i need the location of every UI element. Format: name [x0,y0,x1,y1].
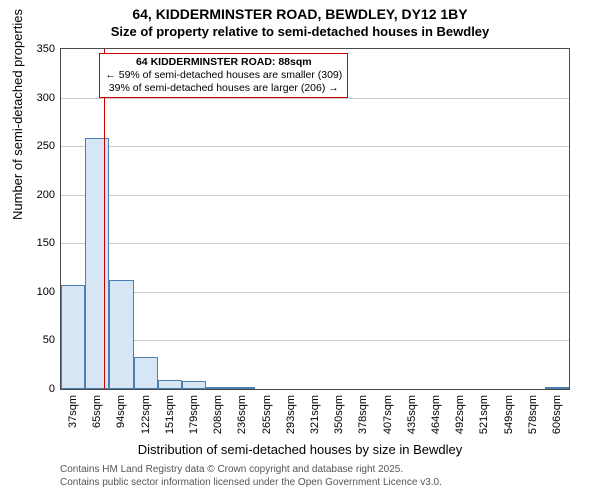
bar [182,381,206,389]
attribution-line-1: Contains HM Land Registry data © Crown c… [60,464,442,477]
plot-area: 05010015020025030035037sqm65sqm94sqm122s… [60,48,570,390]
x-tick-label: 407sqm [382,395,394,434]
x-tick-label: 378sqm [357,395,369,434]
y-tick-label: 50 [25,334,55,346]
y-tick-label: 100 [25,286,55,298]
x-tick-label: 492sqm [454,395,466,434]
chart-subtitle: Size of property relative to semi-detach… [0,24,600,39]
x-tick-label: 606sqm [551,395,563,434]
callout-box: 64 KIDDERMINSTER ROAD: 88sqm ← 59% of se… [99,53,348,98]
gridline [61,340,569,341]
gridline [61,292,569,293]
x-tick-label: 37sqm [67,395,79,428]
x-tick-label: 293sqm [285,395,297,434]
gridline [61,146,569,147]
callout-line-1: 64 KIDDERMINSTER ROAD: 88sqm [105,56,342,69]
y-tick-label: 350 [25,43,55,55]
y-tick-label: 150 [25,237,55,249]
x-tick-label: 151sqm [164,395,176,434]
x-tick-label: 435sqm [406,395,418,434]
x-tick-label: 179sqm [188,395,200,434]
x-tick-label: 350sqm [333,395,345,434]
y-tick-label: 300 [25,92,55,104]
x-tick-label: 321sqm [309,395,321,434]
chart-title: 64, KIDDERMINSTER ROAD, BEWDLEY, DY12 1B… [0,6,600,22]
x-tick-label: 265sqm [261,395,273,434]
callout-line-3: 39% of semi-detached houses are larger (… [105,82,342,95]
x-tick-label: 464sqm [430,395,442,434]
y-tick-label: 250 [25,140,55,152]
bar [61,285,85,389]
y-axis-label: Number of semi-detached properties [10,9,25,220]
callout-line-2: ← 59% of semi-detached houses are smalle… [105,69,342,82]
bar [230,387,254,389]
y-tick-label: 0 [25,383,55,395]
bar [545,387,569,389]
gridline [61,243,569,244]
x-tick-label: 578sqm [527,395,539,434]
marker-line [104,49,105,389]
x-tick-label: 549sqm [503,395,515,434]
attribution: Contains HM Land Registry data © Crown c… [60,464,442,489]
x-tick-label: 521sqm [478,395,490,434]
x-tick-label: 208sqm [212,395,224,434]
bar [134,357,158,389]
gridline [61,195,569,196]
x-tick-label: 65sqm [91,395,103,428]
x-tick-label: 236sqm [236,395,248,434]
x-tick-label: 122sqm [140,395,152,434]
x-tick-label: 94sqm [115,395,127,428]
bar [158,380,182,389]
bar [206,387,230,389]
y-tick-label: 200 [25,189,55,201]
attribution-line-2: Contains public sector information licen… [60,477,442,490]
bar [85,138,109,389]
bar [109,280,133,389]
x-axis-label: Distribution of semi-detached houses by … [0,442,600,457]
